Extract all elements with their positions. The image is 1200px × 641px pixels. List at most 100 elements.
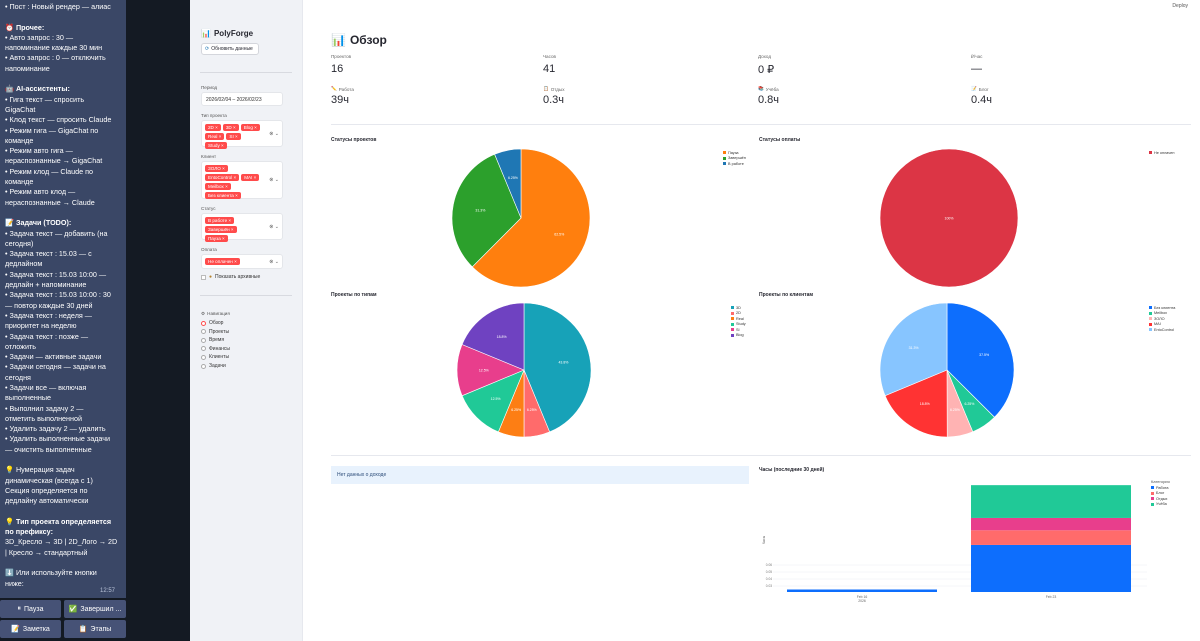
pie-slice[interactable] <box>946 302 1015 418</box>
bar-segment[interactable] <box>971 485 1131 518</box>
chat-line: дедлайну автоматически <box>5 496 89 506</box>
close-icon[interactable]: × <box>229 227 234 232</box>
filter-tag[interactable]: 2D × <box>205 124 221 131</box>
close-icon[interactable]: × <box>227 218 232 223</box>
nav-radio-3[interactable]: Финансы <box>201 346 230 352</box>
chat-line: • Задача текст : 15.03 — с <box>5 249 92 259</box>
close-icon[interactable]: × <box>233 193 238 198</box>
bar-segment[interactable] <box>787 589 937 593</box>
pie-slice[interactable] <box>451 153 522 268</box>
legend-item[interactable]: SI <box>731 327 746 333</box>
chat-line: • Авто запрос : 30 — <box>5 32 74 42</box>
filter-tag[interactable]: Meilbox × <box>205 183 231 190</box>
legend-item[interactable]: Study <box>731 322 746 328</box>
note-button[interactable]: 📝 Заметка <box>0 620 61 638</box>
radio-dot[interactable] <box>201 354 206 360</box>
legend-item[interactable]: 3D <box>731 305 746 311</box>
type-multiselect[interactable]: 2D × 3D × Blog × Real × SI × Study × ⊗ ⌄ <box>201 120 283 149</box>
close-icon[interactable]: × <box>223 184 228 189</box>
filter-tag[interactable]: Без клиента × <box>205 192 241 199</box>
finish-button[interactable]: ✅ Завершил ... <box>64 600 126 618</box>
filter-tag[interactable]: SI × <box>226 133 241 140</box>
filter-tag[interactable]: ЗОЛО × <box>205 165 228 172</box>
legend-item[interactable]: Учёба <box>1151 502 1170 508</box>
close-icon[interactable]: × <box>252 175 257 180</box>
nav-radio-1[interactable]: Проекты <box>201 329 229 335</box>
close-icon[interactable]: × <box>213 125 218 130</box>
filter-tag[interactable]: Blog × <box>240 124 260 131</box>
filter-tag[interactable]: Real × <box>205 133 225 140</box>
pie-slice[interactable] <box>461 302 525 371</box>
filter-tag[interactable]: Пауза × <box>205 235 228 242</box>
payment-multiselect[interactable]: Не оплачен × ⊗ ⌄ <box>201 254 283 269</box>
chevron-down-icon[interactable]: ⊗ ⌄ <box>269 177 279 183</box>
pie-slice[interactable] <box>494 148 522 219</box>
nav-radio-2[interactable]: Время <box>201 337 224 343</box>
legend-item[interactable]: В работе <box>723 161 746 167</box>
pie-slice[interactable] <box>879 148 1019 288</box>
checkbox-box[interactable] <box>201 274 206 280</box>
nav-radio-4[interactable]: Клиенты <box>201 354 229 360</box>
radio-dot[interactable] <box>201 329 206 335</box>
legend-item[interactable]: Работа <box>1151 485 1170 491</box>
nav-radio-0[interactable]: Обзор <box>201 320 223 326</box>
legend-item[interactable]: Blog <box>731 333 746 339</box>
close-icon[interactable]: × <box>220 166 225 171</box>
legend-item[interactable]: Meilbox <box>1149 311 1175 317</box>
close-icon[interactable]: × <box>220 236 225 241</box>
legend-item[interactable]: ЗОЛО <box>1149 316 1175 322</box>
legend-item[interactable]: MAI <box>1149 322 1175 328</box>
pie-slice[interactable] <box>471 148 591 288</box>
pie-slice[interactable] <box>879 302 948 397</box>
close-icon[interactable]: × <box>233 134 238 139</box>
legend-item[interactable]: 2D <box>731 311 746 317</box>
chat-line: 3D_Кресло → 3D | 2D_Лого → 2D <box>5 537 118 547</box>
legend-item[interactable]: Без клиента <box>1149 305 1175 311</box>
radio-dot[interactable] <box>201 363 206 369</box>
filter-tag[interactable]: Не оплачен × <box>205 258 240 265</box>
filter-tag[interactable]: MAI × <box>241 174 260 181</box>
filter-tag[interactable]: 3D × <box>222 124 239 131</box>
legend-item[interactable]: Блог <box>1151 491 1170 497</box>
chat-line: отметить выполненной <box>5 413 82 423</box>
filter-tag[interactable]: В работе × <box>205 217 235 224</box>
pie-slice[interactable] <box>523 302 592 433</box>
close-icon[interactable]: × <box>217 134 222 139</box>
legend-item[interactable]: Пауза <box>723 150 746 156</box>
archive-checkbox[interactable]: ● Показать архивные <box>201 274 260 280</box>
filter-tag[interactable]: Study × <box>205 142 227 149</box>
status-multiselect[interactable]: В работе × Завершён × Пауза × ⊗ ⌄ <box>201 213 283 242</box>
radio-dot[interactable] <box>201 337 206 343</box>
legend-item[interactable]: EntoControl <box>1149 327 1175 333</box>
slice-label: 100% <box>945 217 954 221</box>
chevron-down-icon[interactable]: ⊗ ⌄ <box>269 130 279 137</box>
bar-segment[interactable] <box>971 530 1131 545</box>
filter-tag[interactable]: EntoControl × <box>205 174 240 181</box>
close-icon[interactable]: × <box>219 143 224 148</box>
pie-slice[interactable] <box>884 369 948 438</box>
bar-segment[interactable] <box>971 517 1131 531</box>
nav-radio-5[interactable]: Задачи <box>201 363 226 369</box>
radio-dot[interactable] <box>201 346 206 352</box>
filter-tag[interactable]: Завершён × <box>205 226 237 233</box>
radio-dot[interactable] <box>201 320 206 326</box>
close-icon[interactable]: × <box>232 175 237 180</box>
chevron-down-icon[interactable]: ⊗ ⌄ <box>269 223 279 230</box>
close-icon[interactable]: × <box>232 259 237 264</box>
stages-button[interactable]: 📋 Этапы <box>64 620 126 638</box>
legend-item[interactable]: Завершён <box>723 156 746 162</box>
refresh-button[interactable]: ⟳ Обновить данные <box>201 43 259 55</box>
deploy-button[interactable]: Deploy <box>1172 3 1188 9</box>
period-input[interactable]: 2026/02/04 – 2026/02/23 <box>201 92 283 106</box>
legend-item[interactable]: Отдых <box>1151 496 1170 502</box>
legend-swatch <box>723 162 726 166</box>
close-icon[interactable]: × <box>231 125 236 130</box>
close-icon[interactable]: × <box>252 125 257 130</box>
chevron-down-icon[interactable]: ⊗ ⌄ <box>269 258 279 265</box>
bar-segment[interactable] <box>971 544 1131 592</box>
slice-label: 6.25% <box>511 408 521 412</box>
legend-item[interactable]: Real <box>731 316 746 322</box>
pause-button[interactable]: ⏸ Пауза <box>0 600 61 618</box>
client-multiselect[interactable]: ЗОЛО × EntoControl × MAI × Meilbox × Без кли… <box>201 161 283 199</box>
legend-item[interactable]: Не оплачен <box>1149 150 1175 156</box>
